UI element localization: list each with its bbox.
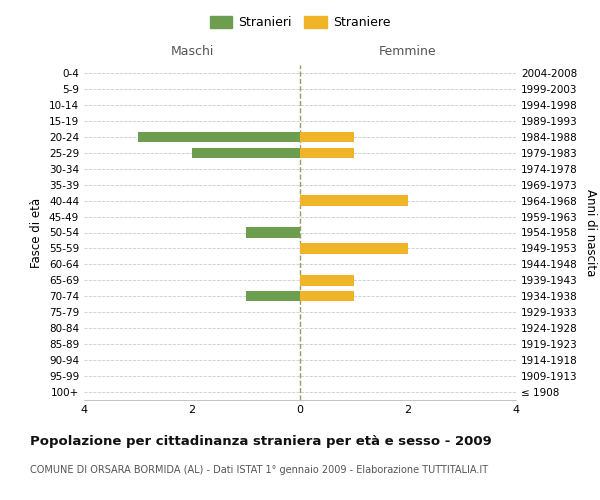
Bar	[300, 275, 354, 285]
Bar	[300, 148, 354, 158]
Bar	[300, 244, 408, 254]
Y-axis label: Fasce di età: Fasce di età	[31, 198, 43, 268]
Legend: Stranieri, Straniere: Stranieri, Straniere	[205, 11, 395, 34]
Text: Femmine: Femmine	[379, 46, 437, 59]
Bar	[300, 196, 408, 206]
Text: COMUNE DI ORSARA BORMIDA (AL) - Dati ISTAT 1° gennaio 2009 - Elaborazione TUTTIT: COMUNE DI ORSARA BORMIDA (AL) - Dati IST…	[30, 465, 488, 475]
Bar	[300, 291, 354, 302]
Bar	[138, 132, 300, 142]
Bar	[246, 291, 300, 302]
Bar	[246, 228, 300, 237]
Bar	[300, 132, 354, 142]
Text: Maschi: Maschi	[170, 46, 214, 59]
Bar	[192, 148, 300, 158]
Text: Popolazione per cittadinanza straniera per età e sesso - 2009: Popolazione per cittadinanza straniera p…	[30, 435, 492, 448]
Y-axis label: Anni di nascita: Anni di nascita	[584, 189, 597, 276]
